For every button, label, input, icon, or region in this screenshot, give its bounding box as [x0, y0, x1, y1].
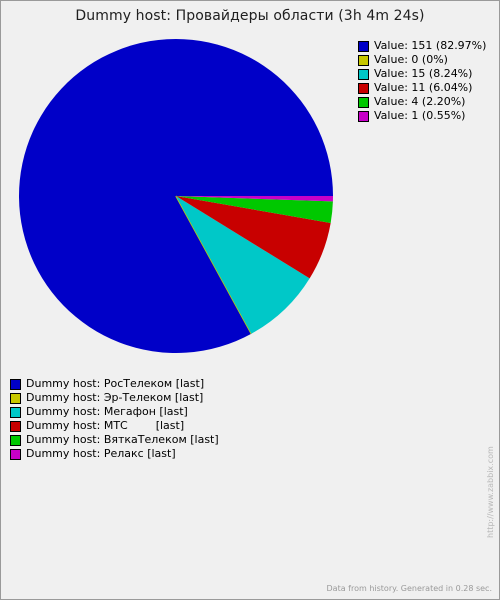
- series-legend-swatch-1: [10, 392, 21, 404]
- pie-slice-2: [176, 196, 310, 334]
- generation-footer: Data from history. Generated in 0.28 sec…: [326, 584, 492, 593]
- series-legend-swatch-2: [10, 406, 21, 418]
- value-legend-item-1: Value: 0 (0%): [358, 53, 486, 67]
- series-legend-item-3: Dummy host: МТС [last]: [10, 419, 219, 433]
- series-legend-item-2: Dummy host: Мегафон [last]: [10, 405, 219, 419]
- series-legend-label-3: Dummy host: МТС [last]: [26, 419, 185, 432]
- value-legend: Value: 151 (82.97%) Value: 0 (0%) Value: 1…: [358, 39, 486, 123]
- series-legend-label-5: Dummy host: Релакс [last]: [26, 447, 176, 460]
- series-legend-swatch-0: [10, 378, 21, 390]
- series-legend-item-4: Dummy host: ВяткаТелеком [last]: [10, 433, 219, 447]
- zabbix-watermark: http://www.zabbix.com: [486, 446, 495, 538]
- series-legend-label-2: Dummy host: Мегафон [last]: [26, 405, 188, 418]
- value-legend-swatch-3: [358, 82, 369, 94]
- value-legend-swatch-1: [358, 54, 369, 66]
- value-legend-swatch-0: [358, 40, 369, 52]
- series-legend-swatch-3: [10, 420, 21, 432]
- series-legend-swatch-5: [10, 448, 21, 460]
- value-legend-label-1: Value: 0 (0%): [374, 53, 448, 66]
- pie-slice-3: [176, 196, 331, 279]
- series-legend-item-0: Dummy host: РосТелеком [last]: [10, 377, 219, 391]
- value-legend-label-0: Value: 151 (82.97%): [374, 39, 487, 52]
- value-legend-swatch-4: [358, 96, 369, 108]
- value-legend-item-4: Value: 4 (2.20%): [358, 95, 486, 109]
- pie-slice-4: [176, 196, 333, 223]
- value-legend-item-2: Value: 15 (8.24%): [358, 67, 486, 81]
- chart-title: Dummy host: Провайдеры области (3h 4m 24…: [75, 8, 425, 24]
- value-legend-item-3: Value: 11 (6.04%): [358, 81, 486, 95]
- series-legend: Dummy host: РосТелеком [last] Dummy host:…: [10, 377, 219, 461]
- value-legend-item-0: Value: 151 (82.97%): [358, 39, 486, 53]
- value-legend-label-4: Value: 4 (2.20%): [374, 95, 466, 108]
- value-legend-label-2: Value: 15 (8.24%): [374, 67, 473, 80]
- series-legend-label-4: Dummy host: ВяткаТелеком [last]: [26, 433, 219, 446]
- value-legend-item-5: Value: 1 (0.55%): [358, 109, 486, 123]
- value-legend-label-5: Value: 1 (0.55%): [374, 109, 466, 122]
- value-legend-swatch-2: [358, 68, 369, 80]
- value-legend-label-3: Value: 11 (6.04%): [374, 81, 473, 94]
- series-legend-item-1: Dummy host: Эр-Телеком [last]: [10, 391, 219, 405]
- pie-slice-5: [176, 196, 334, 202]
- series-legend-label-1: Dummy host: Эр-Телеком [last]: [26, 391, 204, 404]
- series-legend-item-5: Dummy host: Релакс [last]: [10, 447, 219, 461]
- value-legend-swatch-5: [358, 110, 369, 122]
- series-legend-swatch-4: [10, 434, 21, 446]
- series-legend-label-0: Dummy host: РосТелеком [last]: [26, 377, 205, 390]
